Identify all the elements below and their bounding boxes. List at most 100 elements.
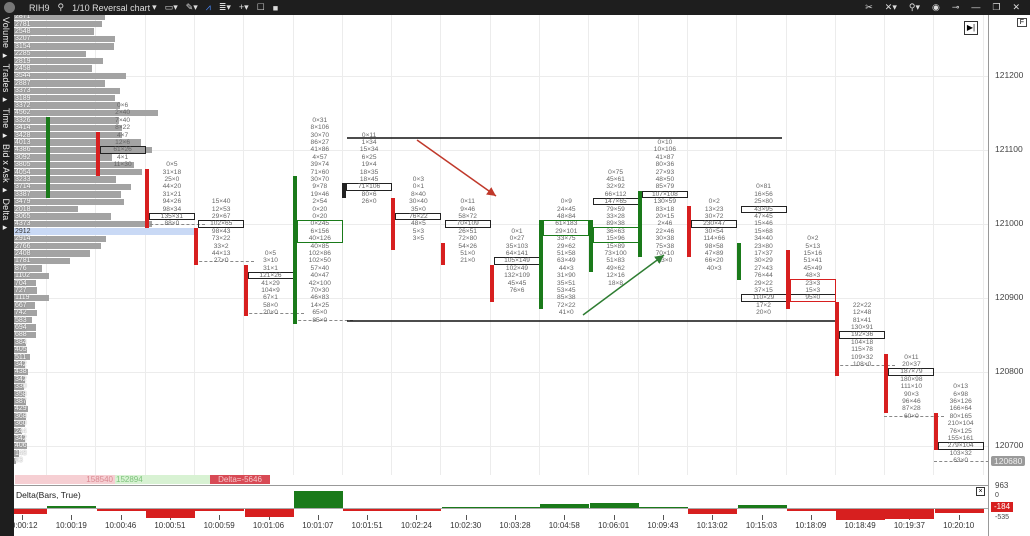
profile-volume: 330: [15, 383, 27, 391]
candle-up[interactable]: [539, 220, 544, 310]
profile-bar: [14, 146, 153, 154]
profile-bar: [14, 124, 122, 131]
grid-line-vertical: [144, 15, 146, 475]
chart-type-dropdown[interactable]: 1/10 Reversal chart ▾: [72, 2, 157, 13]
grid-line-vertical: [834, 15, 836, 475]
red-arrow[interactable]: [416, 139, 497, 197]
candle-down[interactable]: [490, 264, 494, 302]
profile-volume: 876: [15, 264, 27, 272]
delta-axis-max: 963: [995, 481, 1009, 490]
search-icon[interactable]: ⚲: [57, 2, 65, 12]
candle-flat[interactable]: [342, 183, 347, 199]
profile-volume: 368: [15, 412, 27, 420]
candle-up[interactable]: [736, 242, 741, 280]
profile-volume: 511: [15, 353, 27, 361]
footprint-cell: 166×64: [949, 405, 972, 413]
footprint-cell: 0×10: [657, 138, 673, 146]
profile-bar: [14, 35, 116, 43]
profile-bar: [14, 280, 37, 287]
footprint-cell: 0×1: [412, 183, 424, 191]
candle-up[interactable]: [637, 190, 642, 258]
delta-bar: [145, 509, 195, 518]
profile-volume: 2914: [15, 235, 31, 243]
candle-down[interactable]: [144, 168, 149, 228]
price-axis[interactable]: F 121200 121100 121000 120900 120800 120700 12…: [988, 15, 1030, 536]
footprint-cell: 0×31: [312, 116, 328, 124]
profile-volume: 342: [15, 375, 27, 383]
plus-icon[interactable]: +▾: [238, 2, 249, 12]
footprint-chart[interactable]: 2871 2781 2548 3207 3154 2285 2819 2458 3544 2887…: [14, 15, 988, 536]
profile-volume: 688: [15, 331, 27, 339]
footprint-cell: 6×98: [953, 390, 969, 398]
candle-up[interactable]: [292, 175, 297, 324]
footprint-cell: 87×28: [902, 405, 921, 413]
dashed-close-line: [884, 416, 945, 418]
square-icon[interactable]: ☐: [256, 2, 265, 12]
footprint-cell: 98×34: [162, 205, 182, 213]
footprint-cell: 66×20: [704, 257, 724, 265]
footprint-cell: 94×26: [162, 198, 182, 206]
footprint-cell: 4×57: [312, 153, 328, 161]
filled-square-icon[interactable]: ■: [272, 2, 279, 13]
candle-down[interactable]: [835, 301, 840, 376]
candle-down[interactable]: [440, 242, 445, 265]
footprint-cell: 0×245: [310, 220, 330, 228]
footprint-cell: 9×78: [312, 183, 328, 191]
minimize-icon[interactable]: —: [971, 2, 981, 12]
panel-close-icon[interactable]: ×: [976, 487, 985, 496]
logo-icon[interactable]: [4, 2, 15, 13]
camera-icon[interactable]: ◉: [931, 2, 940, 12]
profile-bar: [14, 65, 92, 72]
profile-bar: [14, 413, 26, 420]
green-arrow[interactable]: [582, 254, 665, 316]
time-tick: [219, 515, 221, 520]
candle-down[interactable]: [243, 264, 248, 317]
link-icon[interactable]: ⚲▾: [908, 2, 920, 12]
sidebar-tabs[interactable]: Volume ▸ Trades ▸ Time ▸ Bid x Ask ▸ Del…: [1, 17, 11, 234]
candle-down[interactable]: [884, 353, 889, 413]
scroll-to-end-button[interactable]: ▶|: [964, 21, 978, 35]
profile-bar: [14, 43, 114, 50]
profile-volume: 2018: [15, 205, 31, 213]
footprint-cell: 2×54: [312, 198, 328, 206]
candle-up[interactable]: [588, 220, 593, 273]
profile-volume: 583: [15, 316, 27, 324]
footprint-cell: 30×70: [310, 175, 330, 183]
footprint-cell: 109×32: [851, 353, 874, 361]
footprint-cell: 30×70: [310, 131, 330, 139]
delta-zero-line: [14, 508, 988, 509]
candle-down[interactable]: [687, 205, 692, 258]
footprint-cell: 104×9: [261, 286, 280, 294]
time-label: 10:03:28: [499, 521, 531, 530]
chart-icon[interactable]: ⩘: [205, 2, 211, 12]
footprint-cell: 0×13: [953, 383, 969, 391]
symbol-label[interactable]: RIH9: [29, 2, 50, 13]
restore-icon[interactable]: ❐: [992, 2, 1001, 12]
delta-total-label: Delta=-5646: [210, 475, 270, 484]
settings-f-button[interactable]: F: [1016, 18, 1027, 27]
profile-bar: [14, 220, 153, 228]
footprint-cell: 155×161: [947, 434, 974, 442]
bars-icon[interactable]: ≣▾: [218, 2, 231, 12]
close-icon[interactable]: ✕: [1012, 2, 1020, 12]
candle-down[interactable]: [785, 249, 790, 310]
price-label: 120800: [995, 366, 1024, 376]
footprint-cell: 15×89: [606, 242, 625, 250]
bid-total-bar: 158540: [15, 475, 115, 484]
footprint-cell: 26×0: [361, 198, 377, 206]
footprint-cell: 279×104: [937, 442, 984, 450]
candle-down[interactable]: [95, 131, 100, 176]
cross-icon[interactable]: ✕▾: [884, 2, 897, 12]
pin-icon[interactable]: ⊸: [951, 2, 960, 12]
footprint-cell: 0×11: [904, 353, 919, 361]
grid-line-horizontal: [14, 76, 988, 77]
profile-volume: 3805: [15, 161, 31, 169]
monitor-icon[interactable]: ▭▾: [164, 2, 178, 12]
time-tick: [120, 515, 122, 520]
pencil-icon[interactable]: ✎▾: [185, 2, 198, 12]
candle-down[interactable]: [194, 227, 199, 265]
candle-up[interactable]: [46, 116, 51, 199]
candle-down[interactable]: [391, 198, 396, 250]
candle-down[interactable]: [933, 412, 938, 450]
tools-icon[interactable]: ✂: [865, 2, 873, 12]
